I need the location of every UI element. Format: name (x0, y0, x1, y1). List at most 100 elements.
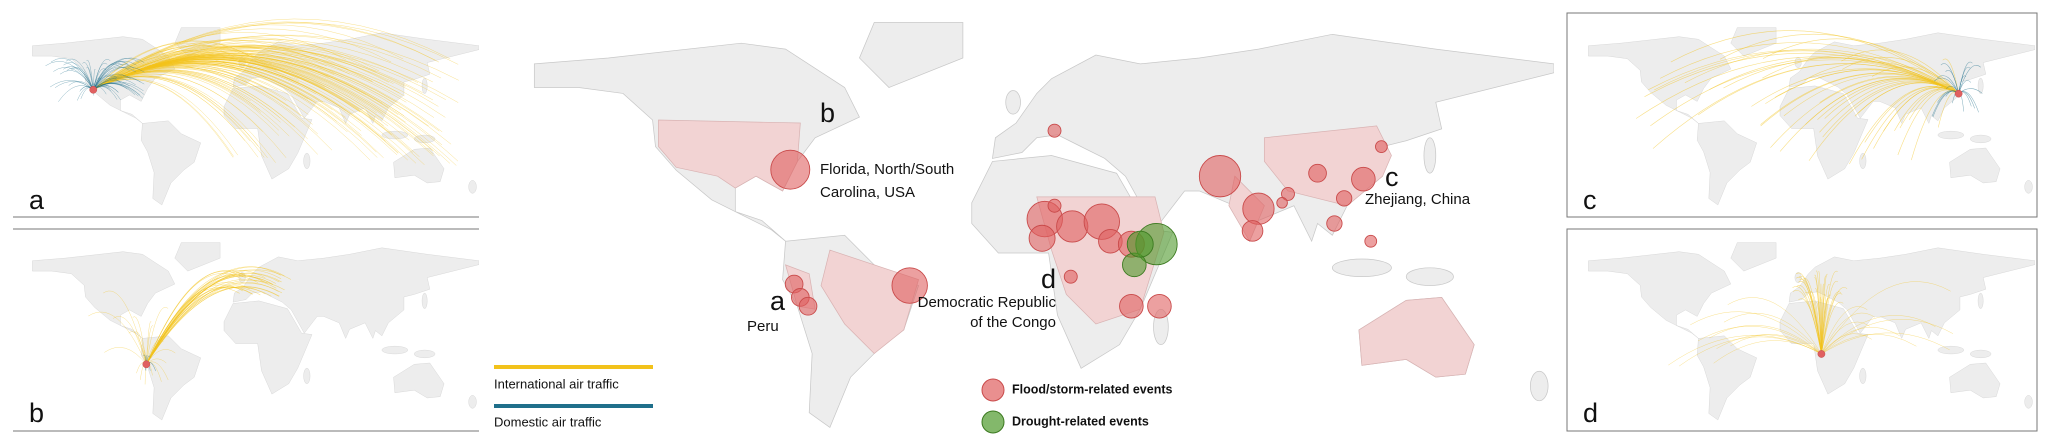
flight-route (93, 35, 442, 90)
flood-marker (1028, 224, 1056, 252)
label-text: Zhejiang, China (1365, 191, 1471, 208)
flood-marker (1241, 220, 1264, 242)
flight-route (93, 39, 327, 90)
flight-route (1762, 38, 1959, 94)
flight-route (1821, 321, 1870, 355)
flood-marker (1308, 163, 1327, 183)
flight-route (93, 66, 145, 90)
flight-route (146, 307, 169, 365)
flight-route (104, 347, 147, 365)
flight-route (93, 56, 451, 164)
flood-marker (1119, 293, 1144, 319)
flight-route (146, 340, 164, 365)
flight-route (146, 325, 154, 365)
flight-route (93, 46, 343, 90)
flood-marker (1281, 186, 1295, 201)
flight-route (1940, 63, 1959, 94)
panel-letter: c (1583, 185, 1597, 215)
label-text: Democratic Republic (918, 294, 1057, 311)
flight-route (112, 316, 147, 365)
flight-route (1670, 30, 1959, 94)
flight-route (1799, 278, 1822, 354)
flight-route (1804, 61, 1959, 94)
flight-route (1719, 33, 1959, 94)
flood-marker (1063, 269, 1078, 284)
legend-text: Drought-related events (1012, 414, 1149, 428)
flight-route (1873, 87, 1959, 149)
flood-marker (1242, 192, 1275, 225)
flight-route (1644, 52, 1959, 98)
flight-route (93, 50, 252, 90)
flood-marker (1047, 123, 1062, 138)
flight-route (1821, 298, 1829, 354)
flight-route (1821, 281, 1951, 355)
flight-route (1803, 278, 1822, 354)
flood-marker (1147, 293, 1172, 319)
flight-route (63, 62, 94, 90)
flood-marker (1336, 190, 1353, 207)
label-text: of the Congo (970, 314, 1056, 331)
flight-route (93, 53, 452, 145)
legend-marker (981, 378, 1005, 402)
flight-route (93, 62, 362, 136)
flight-route (1958, 66, 1971, 94)
flight-route (1730, 334, 1822, 355)
flight-route (146, 273, 264, 365)
flight-route (1716, 334, 1822, 355)
flight-route (1821, 327, 1900, 355)
flight-route (1792, 286, 1822, 354)
legend-text: International air traffic (494, 376, 619, 391)
flight-route (93, 44, 459, 103)
label-text: Florida, North/South (820, 161, 954, 178)
flight-route (93, 83, 143, 99)
flood-marker (1375, 140, 1388, 153)
flight-route (1821, 312, 1875, 355)
legend-text: Flood/storm-related events (1012, 382, 1172, 396)
flight-route (1958, 65, 1981, 94)
panel-letter: d (1583, 398, 1598, 428)
inset-map (1588, 242, 2035, 421)
flight-route (1795, 276, 1822, 354)
flight-route (1809, 291, 1822, 354)
flight-route (1659, 42, 1959, 94)
origin-marker (1954, 89, 1963, 98)
label-text: Peru (747, 318, 779, 335)
flood-marker (1276, 197, 1288, 209)
flight-route (1727, 297, 1822, 355)
flood-marker (1364, 234, 1378, 248)
flight-route (1821, 319, 1954, 355)
panel-letter: b (29, 398, 44, 428)
flight-route (1821, 270, 1838, 354)
flight-route (1937, 75, 1959, 94)
flight-route (1821, 332, 1950, 355)
flood-marker (1056, 210, 1089, 243)
flight-route (1821, 333, 1917, 355)
origin-marker (1817, 350, 1826, 358)
flight-route (93, 75, 141, 90)
flight-route (1690, 311, 1822, 355)
flight-route (93, 67, 136, 90)
flight-route (1635, 56, 1959, 119)
flight-route (93, 45, 272, 90)
flight-route (1698, 63, 1959, 116)
origin-marker (89, 85, 98, 94)
label-letter: c (1385, 162, 1399, 192)
flight-route (93, 68, 333, 151)
flight-route (1698, 326, 1822, 355)
flight-route (1723, 57, 1959, 94)
label-text: Carolina, USA (820, 184, 915, 201)
panel-frame (1566, 228, 2038, 432)
flight-route (1821, 291, 1842, 354)
flight-route (1821, 273, 1828, 354)
flight-route (1668, 335, 1822, 366)
flight-route (65, 58, 94, 90)
inset-map (1588, 27, 2035, 206)
flight-route (146, 285, 266, 365)
flight-route (93, 54, 242, 90)
flood-marker (1198, 155, 1242, 198)
flight-route (146, 272, 282, 365)
flight-route (1841, 49, 1959, 94)
panel-frame (1566, 12, 2038, 218)
panel-letter: a (29, 185, 45, 215)
